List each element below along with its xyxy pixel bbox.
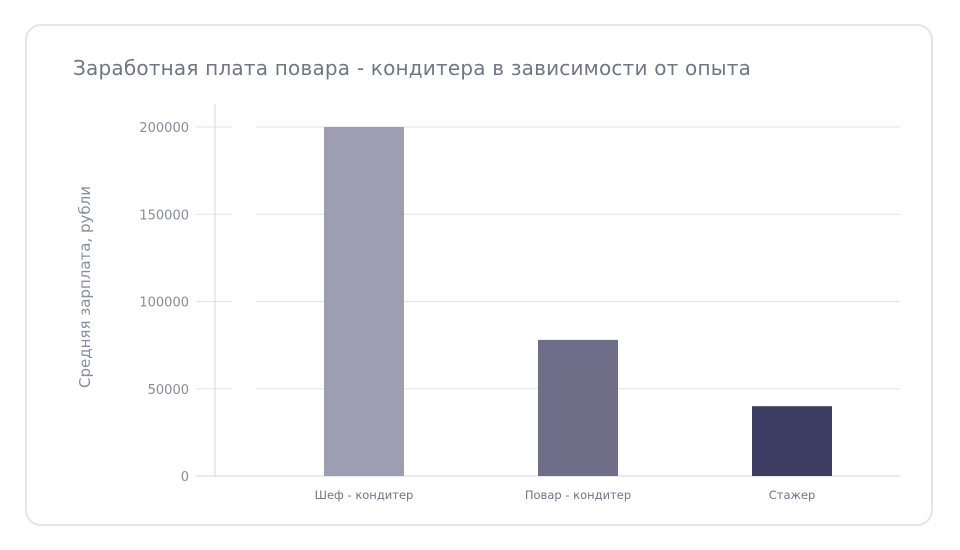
- y-tick-labels: 0 50000 100000 150000 200000: [139, 121, 189, 485]
- x-tick-label: Повар - кондитер: [525, 488, 631, 502]
- chart-card: Заработная плата повара - кондитера в за…: [25, 24, 933, 526]
- bar: [752, 406, 832, 476]
- y-tick-label: 150000: [139, 208, 189, 223]
- y-tick-label: 200000: [139, 121, 189, 136]
- bar: [538, 339, 618, 476]
- bar: [324, 127, 404, 476]
- y-tick-label: 0: [181, 470, 189, 485]
- y-axis-label: Средняя зарплата, рубли: [76, 186, 94, 388]
- x-tick-label: Шеф - кондитер: [315, 488, 414, 502]
- y-tick-label: 100000: [139, 296, 189, 311]
- y-tick-label: 50000: [148, 383, 189, 398]
- x-tick-labels: Шеф - кондитер Повар - кондитер Стажер: [315, 488, 816, 502]
- bars: [324, 127, 832, 476]
- chart-title: Заработная плата повара - кондитера в за…: [73, 56, 752, 80]
- x-tick-label: Стажер: [769, 488, 816, 502]
